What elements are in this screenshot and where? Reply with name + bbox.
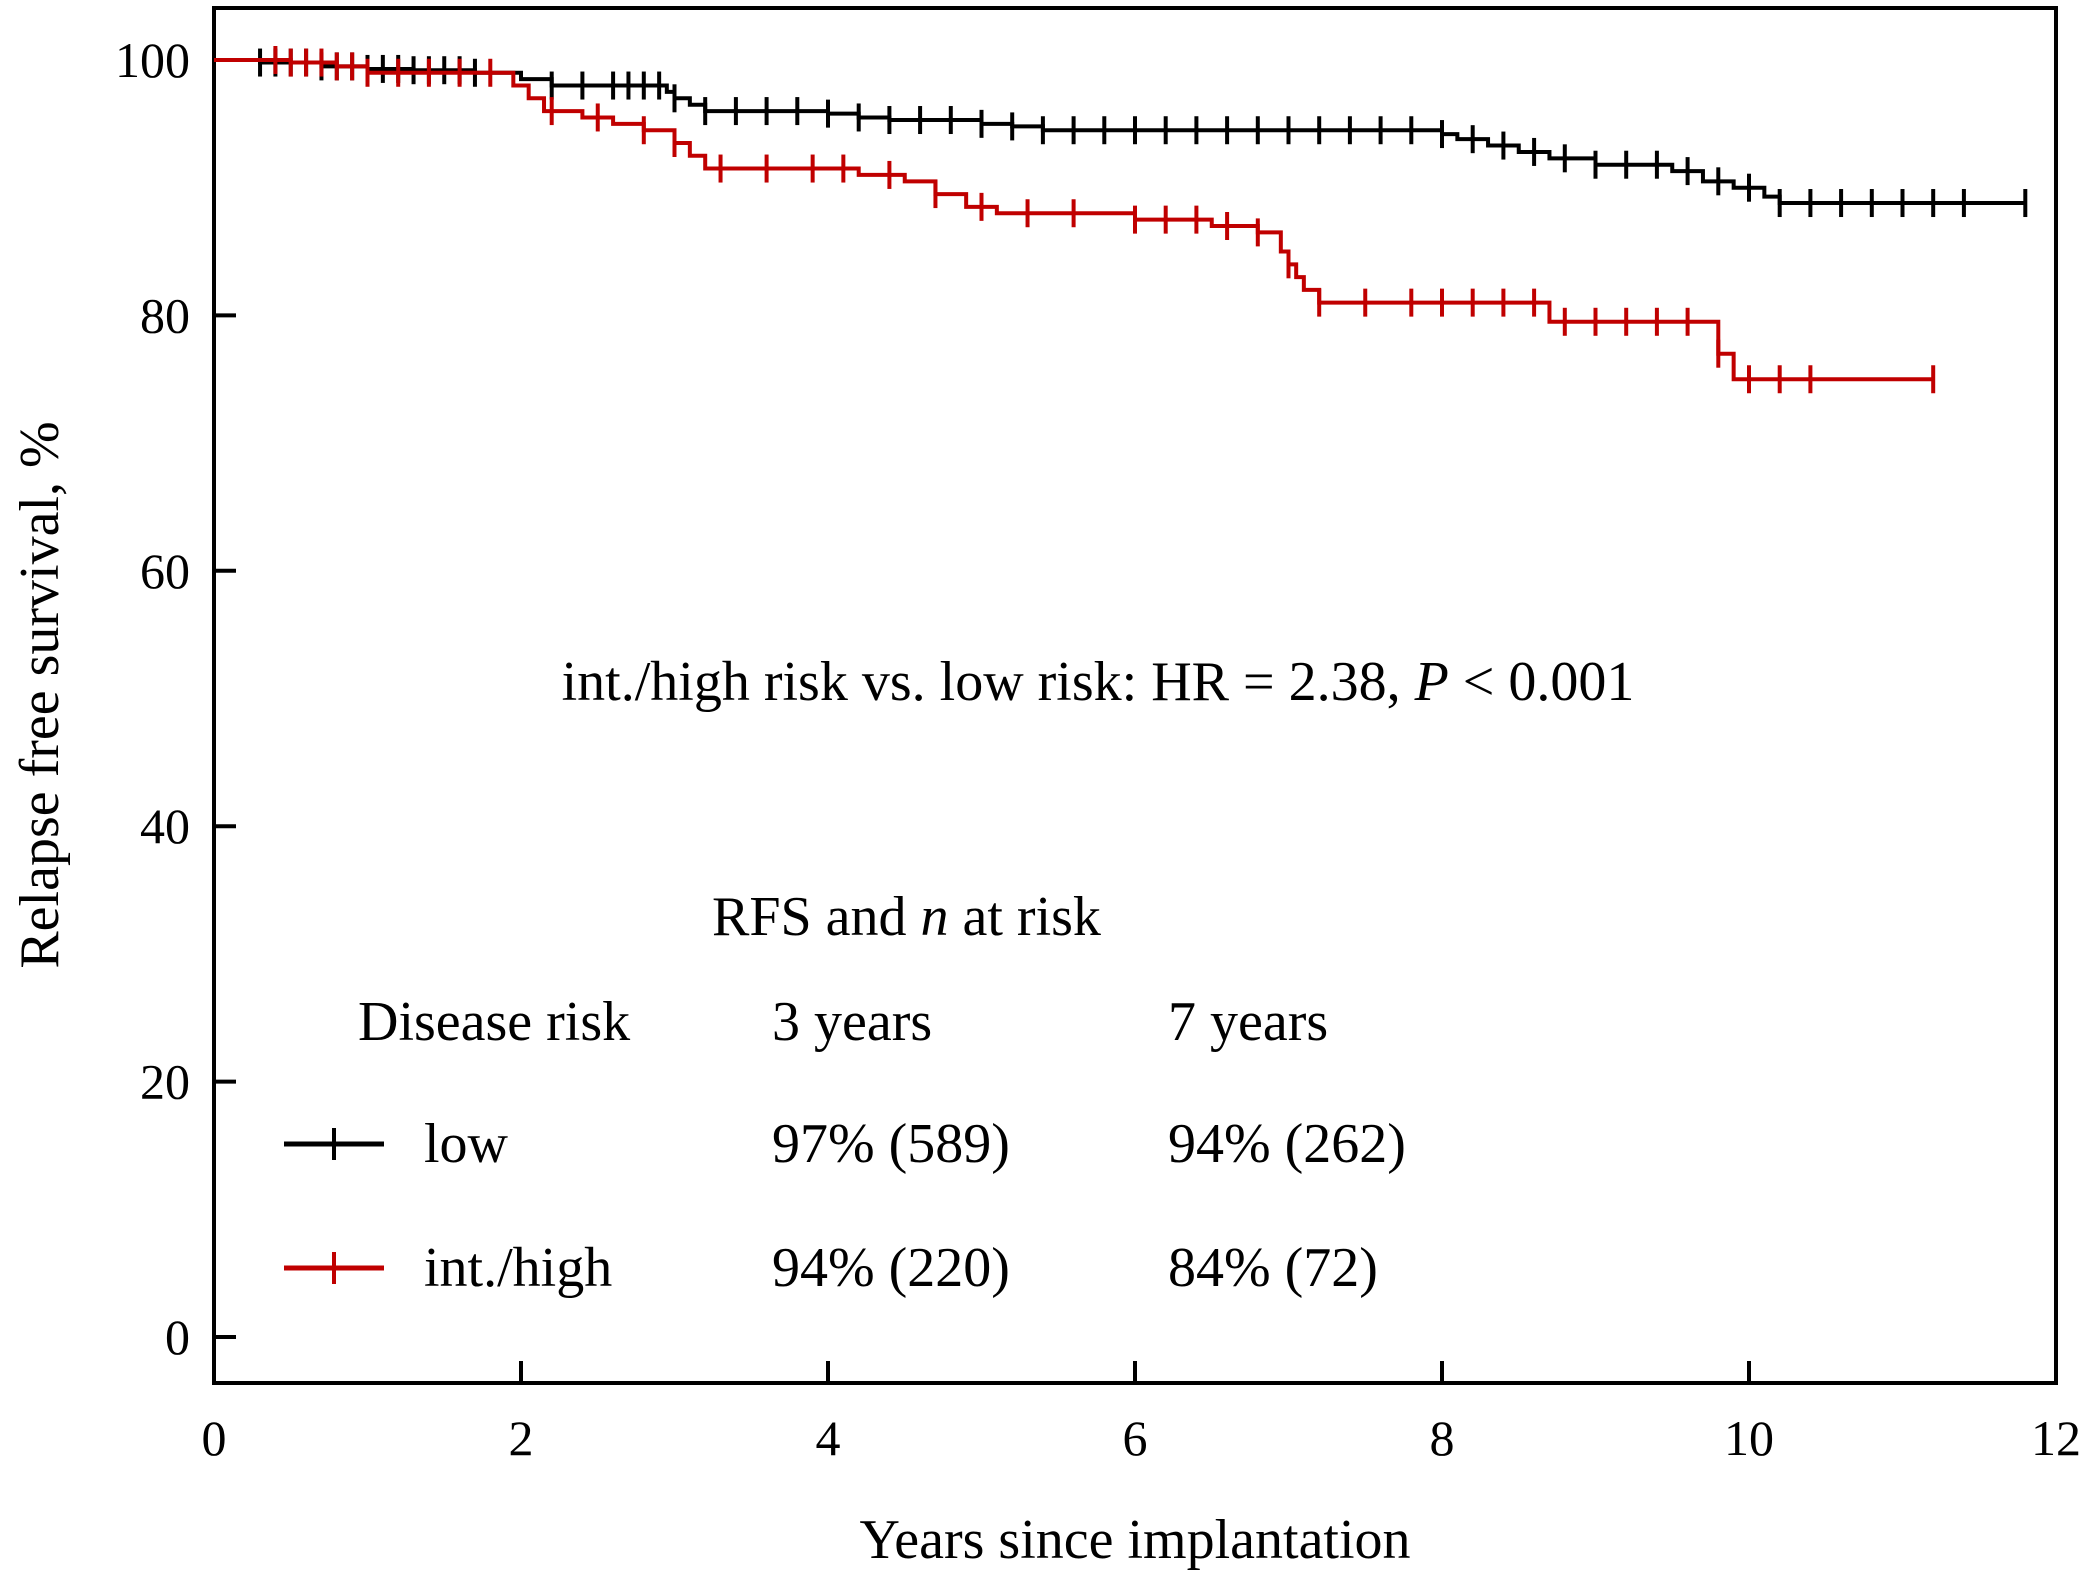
series-line-low [214, 58, 2026, 206]
legend-int-high-3y: 94% (220) [772, 1237, 1010, 1299]
x-tick-label: 2 [509, 1410, 534, 1466]
legend-title-prefix: RFS and [712, 886, 921, 948]
legend-header-3-years: 3 years [772, 991, 932, 1053]
x-tick-label: 8 [1430, 1410, 1455, 1466]
x-tick-label: 12 [2031, 1410, 2081, 1466]
legend-label-low: low [424, 1113, 509, 1175]
y-tick-label: 100 [115, 32, 190, 88]
y-tick-label: 60 [140, 543, 190, 599]
hazard-ratio-annotation: int./high risk vs. low risk: HR = 2.38, … [562, 651, 1635, 713]
legend: RFS and n at risk Disease risk 3 years 7… [284, 886, 1406, 1299]
legend-low-3y: 97% (589) [772, 1113, 1010, 1175]
y-tick-label: 20 [140, 1054, 190, 1110]
series-layer [214, 46, 2028, 394]
annotation-p-symbol: P [1414, 651, 1449, 713]
legend-title-n: n [921, 886, 949, 948]
x-axis-label: Years since implantation [859, 1509, 1410, 1571]
legend-header-7-years: 7 years [1168, 991, 1328, 1053]
legend-low-7y: 94% (262) [1168, 1113, 1406, 1175]
y-axis-label: Relapse free survival, % [9, 421, 71, 968]
y-tick-label: 40 [140, 798, 190, 854]
legend-int-high-7y: 84% (72) [1168, 1237, 1378, 1299]
y-tick-label: 0 [165, 1309, 190, 1365]
legend-row-int-high: int./high 94% (220) 84% (72) [284, 1237, 1378, 1299]
annotation-prefix: int./high risk vs. low risk: HR = 2.38, [562, 651, 1415, 713]
series-line-int-high [214, 58, 1934, 382]
x-tick-label: 0 [202, 1410, 227, 1466]
x-tick-label: 4 [816, 1410, 841, 1466]
legend-title-suffix: at risk [949, 886, 1101, 948]
x-axis-ticks: 0 2 4 6 8 10 12 [202, 1361, 2081, 1466]
y-tick-label: 80 [140, 287, 190, 343]
legend-row-low: low 97% (589) 94% (262) [284, 1113, 1406, 1175]
legend-title: RFS and n at risk [712, 886, 1101, 948]
legend-header-disease-risk: Disease risk [358, 991, 630, 1053]
x-tick-label: 10 [1724, 1410, 1774, 1466]
annotation-suffix: < 0.001 [1449, 651, 1635, 713]
legend-label-int-high: int./high [424, 1237, 612, 1299]
x-tick-label: 6 [1123, 1410, 1148, 1466]
series-int-high [214, 46, 1936, 394]
y-axis-ticks: 0 20 40 60 80 100 [115, 32, 236, 1365]
